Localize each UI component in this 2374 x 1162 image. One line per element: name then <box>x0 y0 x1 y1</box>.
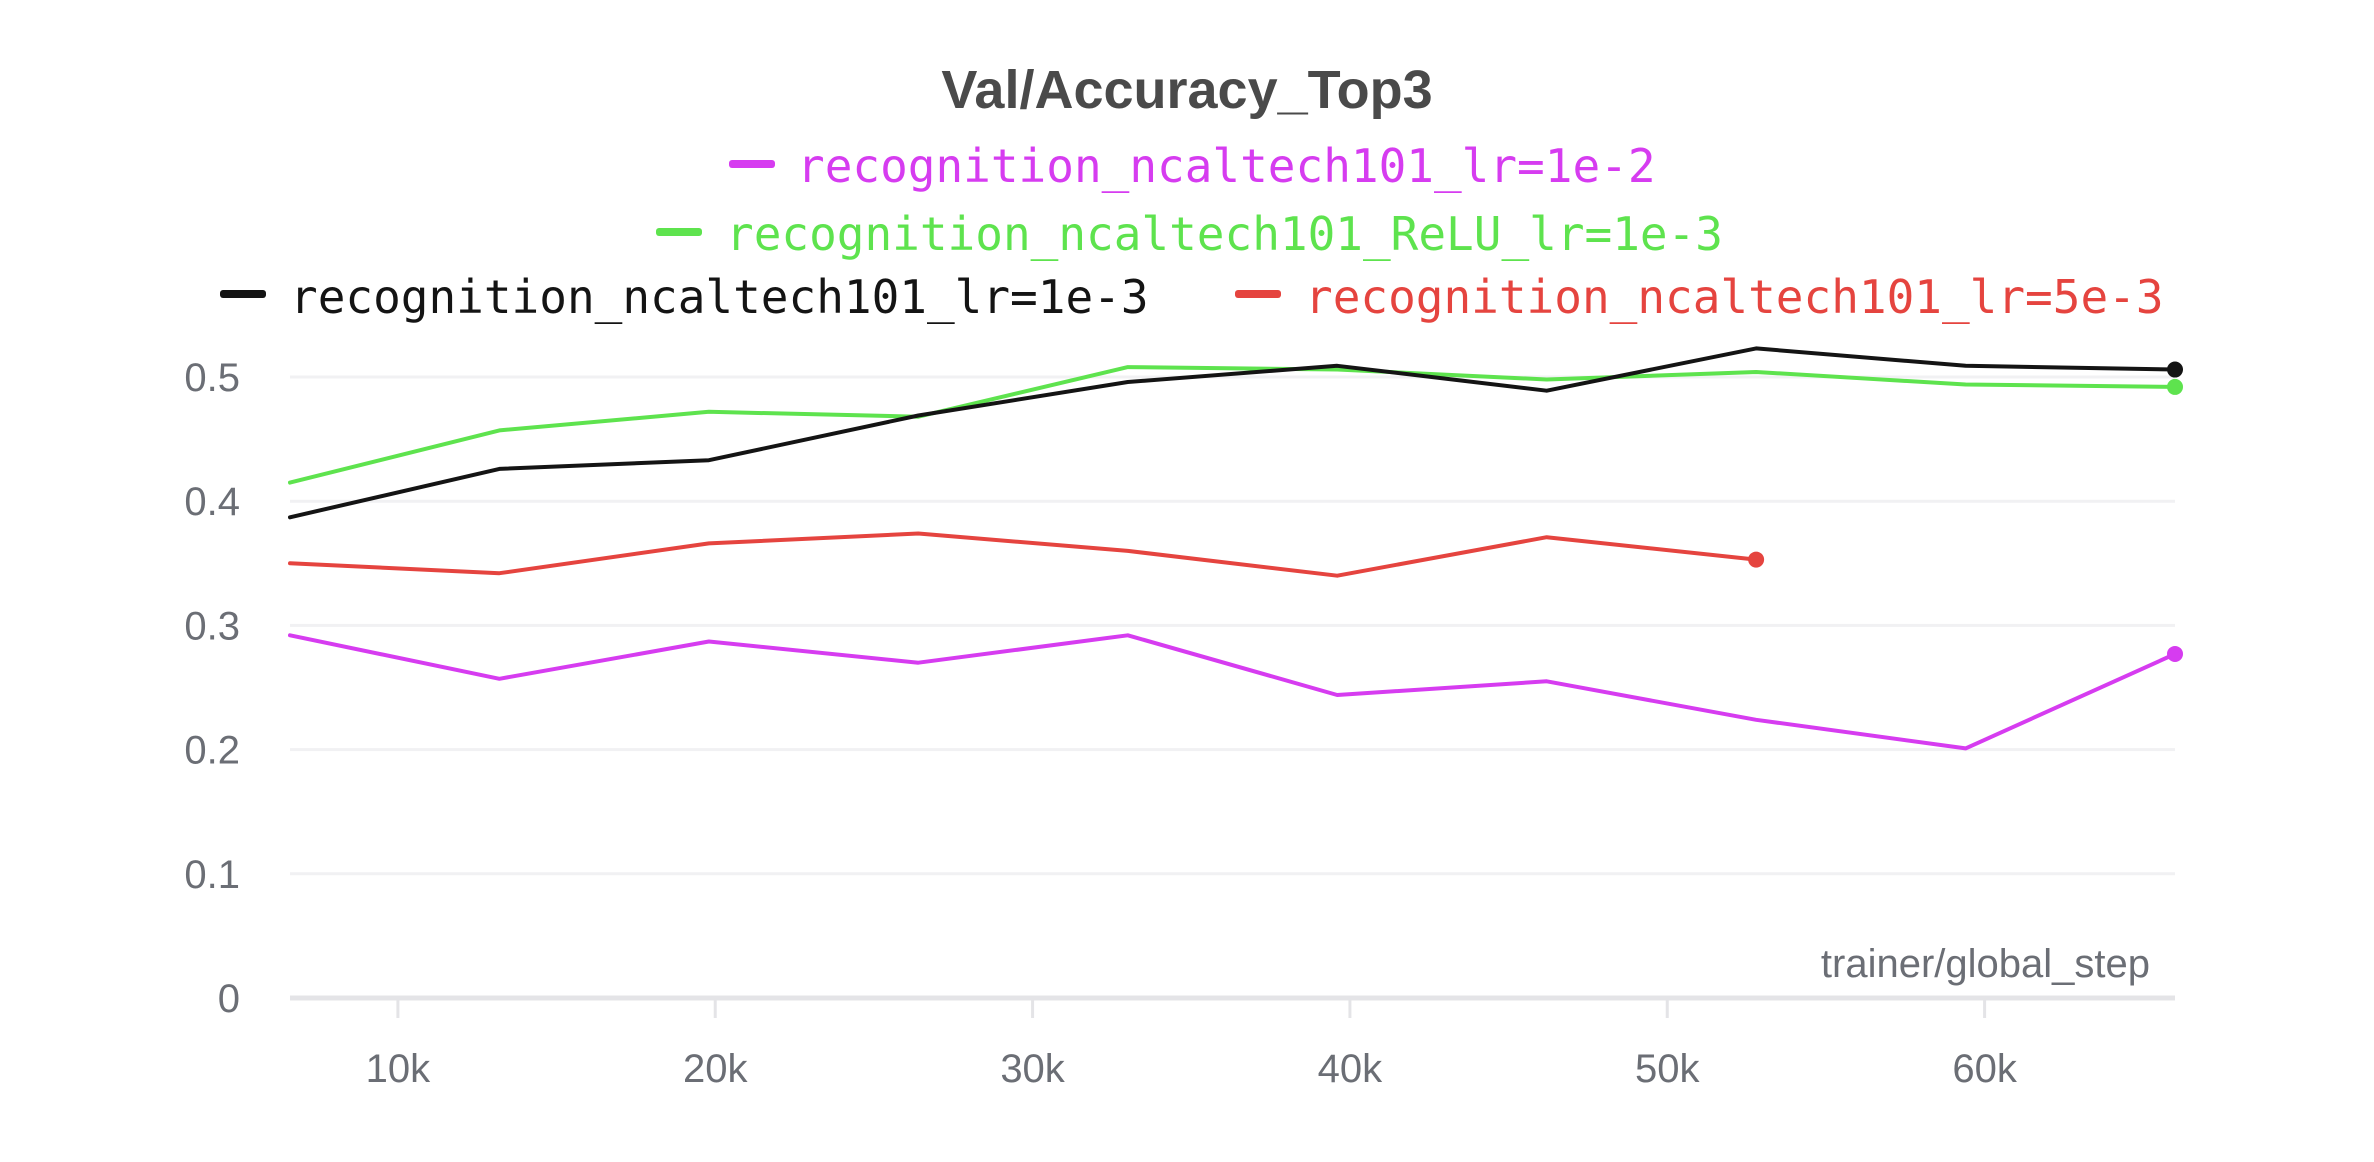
series-2 <box>288 346 2183 520</box>
series-endpoint-0 <box>2167 645 2183 662</box>
y-tick-label-5: 0.5 <box>184 356 240 400</box>
series-endpoint-3 <box>1748 551 1765 568</box>
series-line-0 <box>288 633 2177 751</box>
x-tick-label-5: 60k <box>1952 1047 2017 1091</box>
grid <box>290 375 2175 876</box>
series-endpoint-1 <box>2167 378 2183 395</box>
x-tick-label-1: 20k <box>683 1047 748 1091</box>
legend-label-lr-5e-3: recognition_ncaltech101_lr=5e-3 <box>1305 270 2164 324</box>
x-tick-label-0: 10k <box>366 1047 431 1091</box>
legend-item-relu-lr-1e-3[interactable]: recognition_ncaltech101_ReLU_lr=1e-3 <box>656 207 1723 261</box>
x-axis-label: trainer/global_step <box>1821 942 2150 986</box>
y-tick-label-0: 0 <box>218 977 240 1021</box>
x-axis: 10k 20k 30k 40k 50k 60k <box>290 995 2175 1091</box>
legend-item-lr-1e-2[interactable]: recognition_ncaltech101_lr=1e-2 <box>729 139 1656 193</box>
legend-label-lr-1e-3: recognition_ncaltech101_lr=1e-3 <box>290 270 1149 324</box>
series-1 <box>288 365 2183 485</box>
series-line-2 <box>288 346 2177 520</box>
series-3 <box>288 531 1765 578</box>
series-line-3 <box>288 531 1759 578</box>
x-tick-label-2: 30k <box>1000 1047 1065 1091</box>
legend-swatch-lr-1e-2 <box>729 160 775 168</box>
y-tick-label-1: 0.1 <box>184 853 240 897</box>
y-tick-label-3: 0.3 <box>184 604 240 648</box>
x-tick-label-3: 40k <box>1318 1047 1383 1091</box>
chart-title: Val/Accuracy_Top3 <box>941 60 1432 120</box>
y-tick-label-4: 0.4 <box>184 480 240 524</box>
legend-item-lr-5e-3[interactable]: recognition_ncaltech101_lr=5e-3 <box>1235 270 2164 324</box>
plot-area <box>288 346 2183 751</box>
series-0 <box>288 633 2183 751</box>
series-endpoint-2 <box>2167 361 2183 378</box>
y-axis: 0 0.1 0.2 0.3 0.4 0.5 <box>184 356 240 1021</box>
legend: recognition_ncaltech101_lr=1e-2 recognit… <box>220 139 2164 324</box>
legend-label-relu-lr-1e-3: recognition_ncaltech101_ReLU_lr=1e-3 <box>726 207 1723 261</box>
legend-label-lr-1e-2: recognition_ncaltech101_lr=1e-2 <box>797 139 1656 193</box>
legend-item-lr-1e-3[interactable]: recognition_ncaltech101_lr=1e-3 <box>220 270 1149 324</box>
legend-swatch-lr-1e-3 <box>220 290 266 298</box>
series-line-1 <box>288 365 2177 485</box>
x-tick-label-4: 50k <box>1635 1047 1700 1091</box>
y-tick-label-2: 0.2 <box>184 729 240 773</box>
legend-swatch-lr-5e-3 <box>1235 290 1281 298</box>
legend-swatch-relu-lr-1e-3 <box>656 228 702 236</box>
